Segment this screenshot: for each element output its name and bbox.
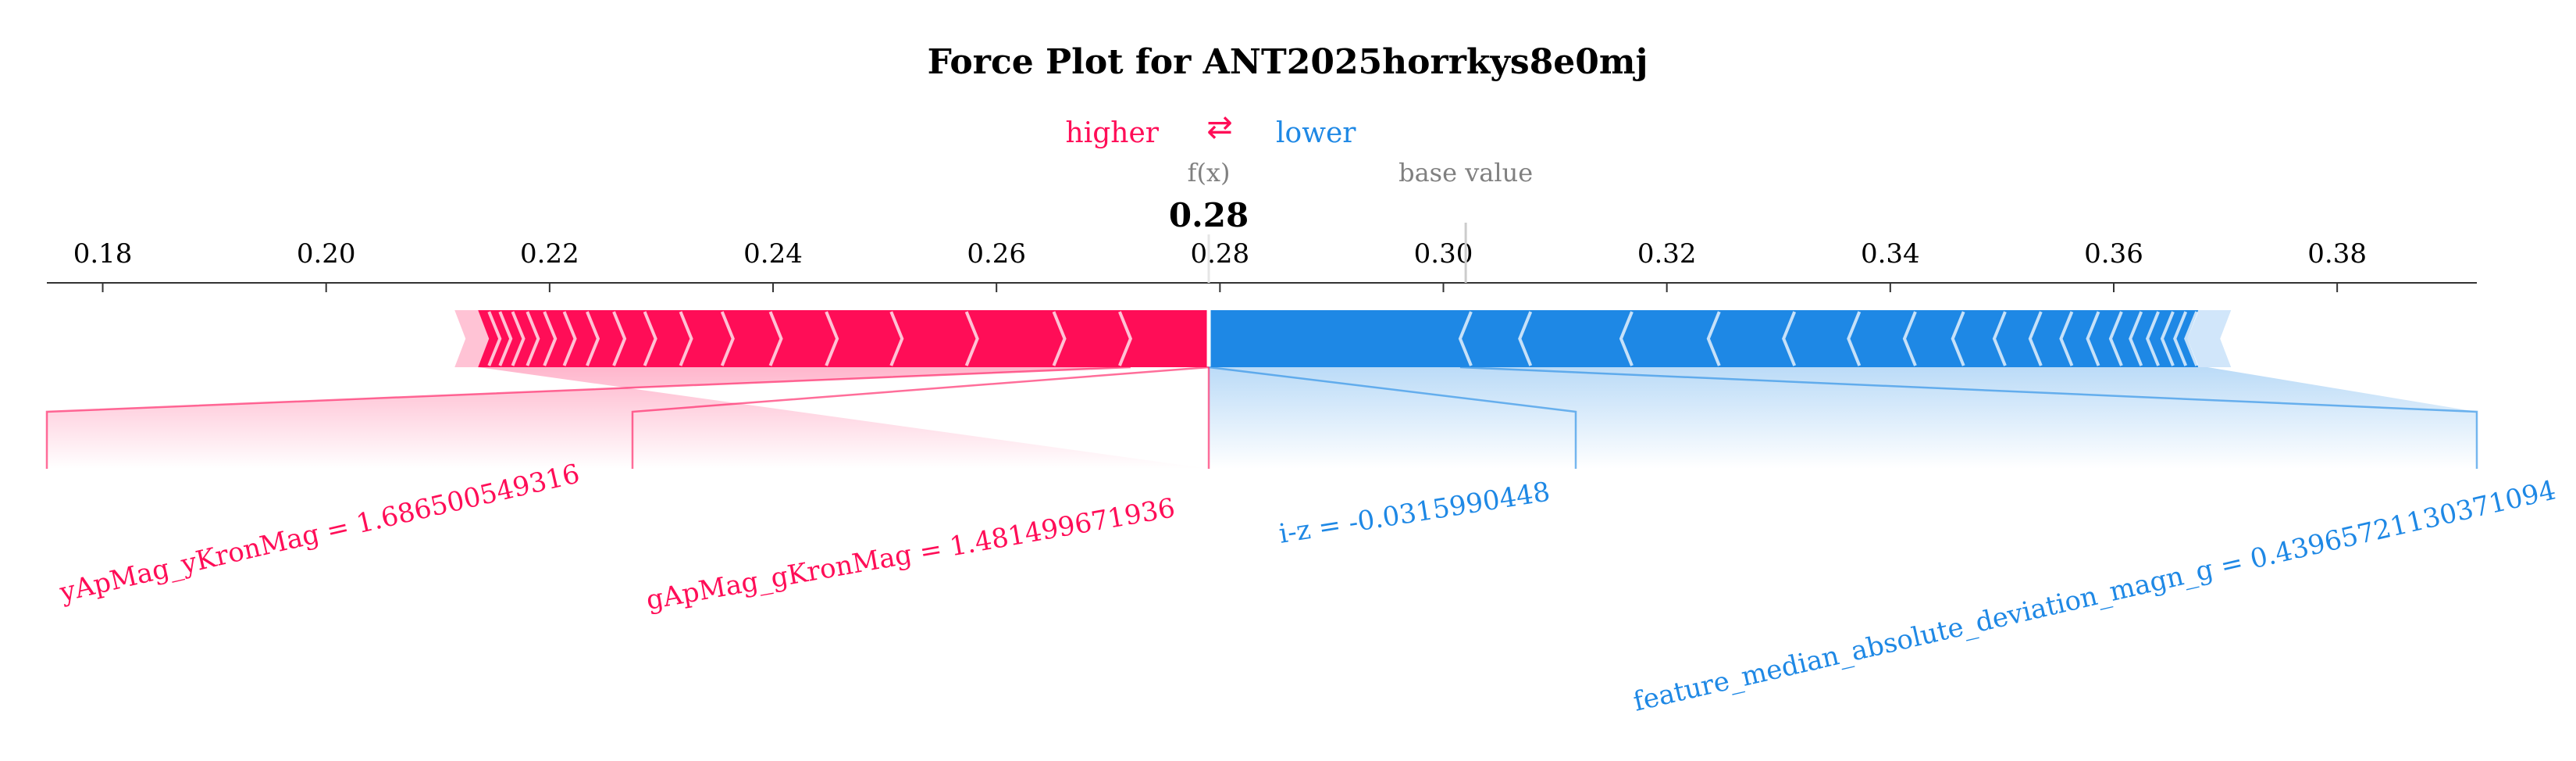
positive-chevron (511, 311, 526, 366)
base-value-label: base value (1398, 158, 1533, 188)
feature-label: feature_median_absolute_deviation_magn_g… (1630, 474, 2559, 717)
x-tick-label: 0.34 (1861, 238, 1920, 270)
x-tick-label: 0.24 (743, 238, 803, 270)
negative-chevron (2059, 311, 2074, 366)
positive-chevron (768, 311, 783, 366)
feature-connector (1208, 366, 1577, 469)
positive-chevron (679, 311, 693, 366)
chart-title: Force Plot for ANT2025horrkys8e0mj (928, 42, 1648, 82)
negative-chevron (2086, 311, 2100, 366)
positive-chevron (562, 311, 577, 366)
negative-gradient (1209, 367, 2477, 469)
x-tick-label: 0.32 (1637, 238, 1697, 270)
negative-chevron (1902, 311, 1917, 366)
feature-label: i-z = -0.0315990448 (1277, 477, 1552, 550)
feature-connector (1459, 366, 2478, 469)
negative-chevron (2173, 311, 2188, 366)
positive-chevron (1118, 311, 1133, 366)
fx-value: 0.28 (1169, 196, 1249, 234)
positive-chevron (720, 311, 735, 366)
legend-lower-label: lower (1276, 117, 1356, 149)
positive-chevron (643, 311, 657, 366)
feature-label: yApMag_yKronMag = 1.686500549316 (56, 458, 583, 609)
negative-bar-tail (2187, 310, 2232, 367)
positive-bar (478, 310, 1210, 367)
plot-layer: 0.18 0.20 0.22 0.24 0.26 0.28 0.30 0.32 0.34 0.36… (45, 158, 2559, 718)
x-tick-label: 0.26 (967, 238, 1026, 270)
positive-gradient (47, 367, 1210, 469)
negative-chevron (1518, 311, 1533, 366)
x-tick-label: 0.36 (2084, 238, 2143, 270)
negative-chevron (1992, 311, 2007, 366)
legend-arrows-icon: ⇄ (1206, 109, 1233, 145)
x-tick-label: 0.28 (1190, 238, 1249, 270)
positive-chevron (964, 311, 979, 366)
x-tick-label: 0.38 (2307, 238, 2367, 270)
negative-chevron (1847, 311, 1862, 366)
negative-chevron (2129, 311, 2143, 366)
positive-chevron (498, 311, 513, 366)
positive-chevron (543, 311, 558, 366)
x-tick-label: 0.18 (73, 238, 133, 270)
negative-chevron (1706, 311, 1721, 366)
positive-chevron (586, 311, 600, 366)
positive-chevron (825, 311, 839, 366)
negative-chevron (2028, 311, 2043, 366)
negative-chevron (2145, 311, 2160, 366)
positive-chevron (1052, 311, 1067, 366)
x-tick-label: 0.20 (297, 238, 356, 270)
feature-connector (45, 366, 1131, 469)
negative-chevron (2184, 311, 2199, 366)
feature-connector (631, 366, 1210, 469)
negative-chevron (1619, 311, 1634, 366)
negative-chevron (1458, 311, 1473, 366)
legend-higher-label: higher (1066, 117, 1160, 149)
feature-label: gApMag_gKronMag = 1.481499671936 (644, 492, 1178, 616)
x-tick-label: 0.30 (1414, 238, 1473, 270)
negative-chevron (2108, 311, 2123, 366)
fx-label: f(x) (1188, 158, 1231, 188)
positive-chevron (612, 311, 627, 366)
x-tick-label: 0.22 (520, 238, 579, 270)
positive-chevron (487, 311, 502, 366)
negative-chevron (1951, 311, 1965, 366)
positive-chevron (889, 311, 904, 366)
negative-chevron (1782, 311, 1797, 366)
positive-chevron (526, 311, 540, 366)
negative-chevron (2160, 311, 2175, 366)
